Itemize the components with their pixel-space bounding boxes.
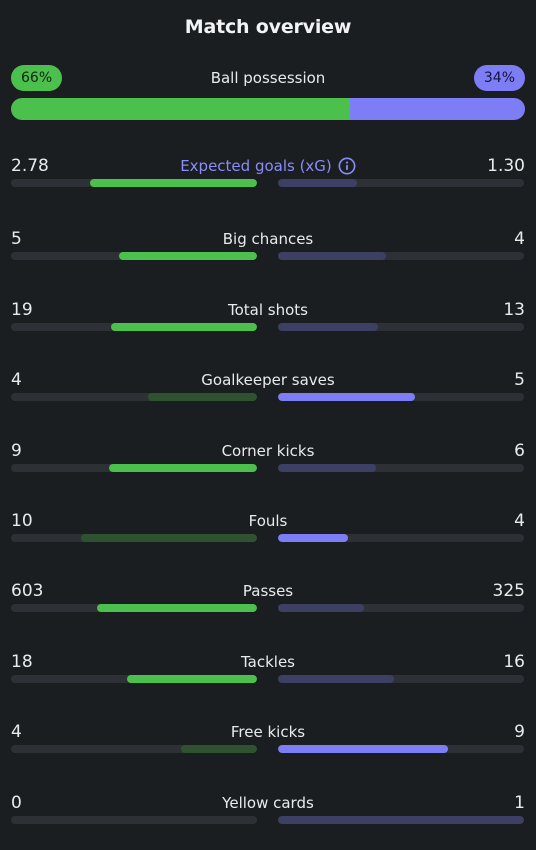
stat-row-free-kicks: 4 Free kicks 9 — [11, 721, 525, 761]
away-value: 6 — [514, 441, 525, 461]
away-value: 4 — [514, 511, 525, 531]
info-icon[interactable] — [338, 157, 356, 175]
away-bar-fill — [278, 675, 394, 683]
stat-label: Passes — [11, 580, 525, 602]
stat-label-text: Passes — [242, 582, 294, 600]
stat-label: Total shots — [11, 299, 525, 321]
home-bar-fill — [127, 675, 257, 683]
away-possession-badge: 34% — [473, 65, 525, 91]
stat-label[interactable]: Expected goals (xG) — [11, 155, 525, 177]
home-possession-segment — [11, 98, 351, 120]
away-value: 16 — [503, 652, 525, 672]
away-value: 325 — [492, 581, 525, 601]
away-value: 5 — [514, 370, 525, 390]
home-value: 0 — [11, 793, 22, 813]
ball-possession-header: Ball possession 66% 34% — [11, 65, 525, 91]
home-bar-fill — [90, 179, 257, 187]
stat-row-total-shots: 19 Total shots 13 — [11, 299, 525, 339]
stat-label: Fouls — [11, 510, 525, 532]
away-bar-track — [278, 393, 524, 401]
away-bar-track — [278, 252, 524, 260]
away-bar-fill — [278, 464, 376, 472]
home-value: 18 — [11, 652, 33, 672]
away-bar-track — [278, 534, 524, 542]
stat-label: Free kicks — [11, 721, 525, 743]
away-bar-track — [278, 179, 524, 187]
page-title: Match overview — [184, 16, 352, 38]
home-bar-fill — [81, 534, 257, 542]
away-value: 13 — [503, 300, 525, 320]
stat-label-text: Fouls — [248, 512, 288, 530]
home-possession-badge: 66% — [11, 65, 63, 91]
stat-label: Yellow cards — [11, 792, 525, 814]
away-bar-track — [278, 816, 524, 824]
away-bar-track — [278, 323, 524, 331]
away-bar-track — [278, 604, 524, 612]
home-bar-fill — [111, 323, 257, 331]
home-bar-fill — [109, 464, 257, 472]
home-value: 4 — [11, 370, 22, 390]
stat-label: Big chances — [11, 228, 525, 250]
stat-label: Tackles — [11, 651, 525, 673]
stat-row-goalkeeper-saves: 4 Goalkeeper saves 5 — [11, 369, 525, 409]
home-bar-track — [11, 675, 257, 683]
stat-row-passes: 603 Passes 325 — [11, 580, 525, 620]
home-bar-track — [11, 179, 257, 187]
away-possession-segment — [350, 98, 525, 120]
away-bar-fill — [278, 393, 415, 401]
home-value: 19 — [11, 300, 33, 320]
stat-label-text: Big chances — [222, 230, 314, 248]
stat-row-big-chances: 5 Big chances 4 — [11, 228, 525, 268]
home-value: 4 — [11, 722, 22, 742]
ball-possession-bar — [11, 98, 525, 120]
stat-label-text: Free kicks — [230, 723, 306, 741]
stat-row-tackles: 18 Tackles 16 — [11, 651, 525, 691]
home-bar-track — [11, 534, 257, 542]
away-bar-fill — [278, 179, 357, 187]
away-value: 4 — [514, 229, 525, 249]
stat-row-expected-goals-xg: 2.78 Expected goals (xG) 1.30 — [11, 155, 525, 195]
home-value: 10 — [11, 511, 33, 531]
stat-label-text: Corner kicks — [221, 442, 315, 460]
home-bar-track — [11, 745, 257, 753]
home-bar-track — [11, 464, 257, 472]
home-bar-fill — [148, 393, 257, 401]
stat-row-fouls: 10 Fouls 4 — [11, 510, 525, 550]
away-bar-fill — [278, 816, 524, 824]
stat-label-text: Tackles — [240, 653, 296, 671]
home-bar-track — [11, 604, 257, 612]
ball-possession-label: Ball possession — [210, 69, 326, 87]
away-bar-fill — [278, 323, 378, 331]
away-value: 1 — [514, 793, 525, 813]
stat-label: Goalkeeper saves — [11, 369, 525, 391]
home-bar-fill — [97, 604, 257, 612]
away-bar-fill — [278, 745, 448, 753]
stat-label: Corner kicks — [11, 440, 525, 462]
away-bar-fill — [278, 252, 386, 260]
stat-label-text: Yellow cards — [222, 794, 314, 812]
stat-row-corner-kicks: 9 Corner kicks 6 — [11, 440, 525, 480]
away-bar-fill — [278, 604, 364, 612]
home-value: 2.78 — [11, 156, 49, 176]
home-bar-track — [11, 816, 257, 824]
away-value: 9 — [514, 722, 525, 742]
home-value: 9 — [11, 441, 22, 461]
away-value: 1.30 — [487, 156, 525, 176]
home-value: 603 — [11, 581, 44, 601]
home-bar-fill — [181, 745, 257, 753]
away-bar-track — [278, 745, 524, 753]
stat-row-yellow-cards: 0 Yellow cards 1 — [11, 792, 525, 832]
home-bar-track — [11, 323, 257, 331]
away-bar-track — [278, 464, 524, 472]
stat-label-text: Total shots — [228, 301, 308, 319]
home-value: 5 — [11, 229, 22, 249]
home-bar-track — [11, 252, 257, 260]
home-bar-fill — [119, 252, 257, 260]
home-bar-track — [11, 393, 257, 401]
stat-label-text: Expected goals (xG) — [180, 157, 332, 175]
away-bar-track — [278, 675, 524, 683]
away-bar-fill — [278, 534, 348, 542]
stat-label-text: Goalkeeper saves — [201, 371, 335, 389]
